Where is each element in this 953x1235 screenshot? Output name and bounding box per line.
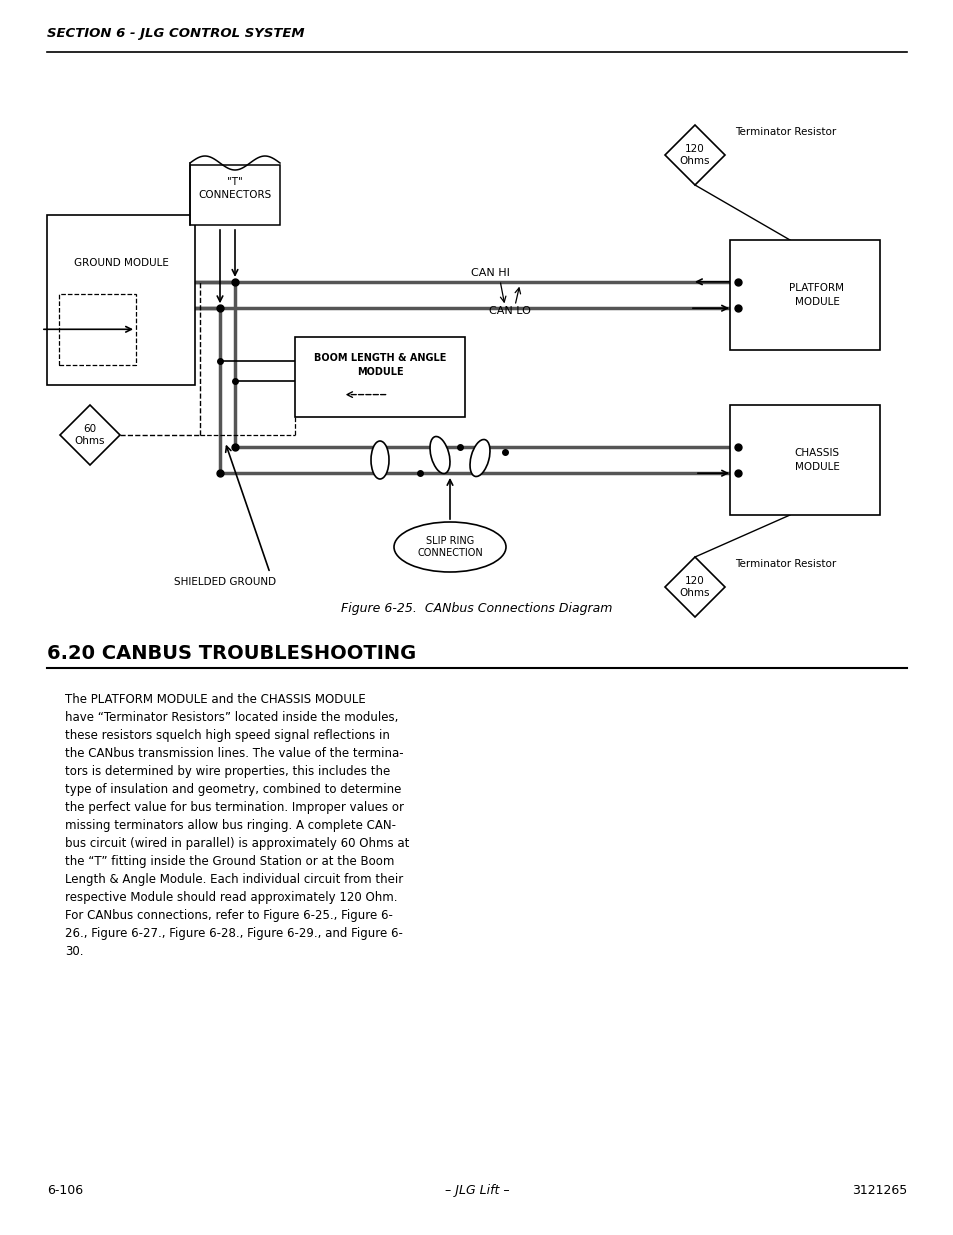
Text: tors is determined by wire properties, this includes the: tors is determined by wire properties, t… xyxy=(65,764,390,778)
Text: 120
Ohms: 120 Ohms xyxy=(679,577,709,598)
Ellipse shape xyxy=(371,441,389,479)
Text: the “T” fitting inside the Ground Station or at the Boom: the “T” fitting inside the Ground Statio… xyxy=(65,855,394,868)
Bar xyxy=(729,240,879,350)
Text: SHIELDED GROUND: SHIELDED GROUND xyxy=(173,577,275,587)
Bar xyxy=(59,294,136,366)
Bar xyxy=(294,337,464,417)
Text: CAN LO: CAN LO xyxy=(489,306,531,316)
Text: Length & Angle Module. Each individual circuit from their: Length & Angle Module. Each individual c… xyxy=(65,873,403,885)
Text: Terminator Resistor: Terminator Resistor xyxy=(734,559,836,569)
Text: CHASSIS
MODULE: CHASSIS MODULE xyxy=(794,448,839,472)
Text: the perfect value for bus termination. Improper values or: the perfect value for bus termination. I… xyxy=(65,802,403,814)
Text: Figure 6-25.  CANbus Connections Diagram: Figure 6-25. CANbus Connections Diagram xyxy=(341,601,612,615)
Text: 26., Figure 6-27., Figure 6-28., Figure 6-29., and Figure 6-: 26., Figure 6-27., Figure 6-28., Figure … xyxy=(65,927,402,940)
Text: "T"
CONNECTORS: "T" CONNECTORS xyxy=(198,178,272,200)
Text: – JLG Lift –: – JLG Lift – xyxy=(444,1184,509,1197)
Polygon shape xyxy=(664,557,724,618)
Text: 120
Ohms: 120 Ohms xyxy=(679,144,709,165)
Text: CAN HI: CAN HI xyxy=(470,268,509,278)
Ellipse shape xyxy=(394,522,505,572)
Bar xyxy=(47,215,194,385)
Polygon shape xyxy=(60,405,120,466)
Bar xyxy=(729,405,879,515)
Text: For CANbus connections, refer to Figure 6-25., Figure 6-: For CANbus connections, refer to Figure … xyxy=(65,909,393,923)
Text: missing terminators allow bus ringing. A complete CAN-: missing terminators allow bus ringing. A… xyxy=(65,819,395,832)
Ellipse shape xyxy=(430,436,450,473)
Text: SLIP RING
CONNECTION: SLIP RING CONNECTION xyxy=(416,536,482,558)
Ellipse shape xyxy=(470,440,490,477)
Text: SECTION 6 - JLG CONTROL SYSTEM: SECTION 6 - JLG CONTROL SYSTEM xyxy=(47,27,304,40)
Text: 30.: 30. xyxy=(65,945,84,958)
Text: PLATFORM
MODULE: PLATFORM MODULE xyxy=(789,283,843,306)
Text: the CANbus transmission lines. The value of the termina-: the CANbus transmission lines. The value… xyxy=(65,747,403,760)
Text: bus circuit (wired in parallel) is approximately 60 Ohms at: bus circuit (wired in parallel) is appro… xyxy=(65,837,409,850)
Bar xyxy=(190,165,280,225)
Text: respective Module should read approximately 120 Ohm.: respective Module should read approximat… xyxy=(65,890,397,904)
Text: type of insulation and geometry, combined to determine: type of insulation and geometry, combine… xyxy=(65,783,401,797)
Text: The PLATFORM MODULE and the CHASSIS MODULE: The PLATFORM MODULE and the CHASSIS MODU… xyxy=(65,693,365,706)
Text: 6-106: 6-106 xyxy=(47,1184,83,1197)
Text: these resistors squelch high speed signal reflections in: these resistors squelch high speed signa… xyxy=(65,729,390,742)
Polygon shape xyxy=(664,125,724,185)
Text: 3121265: 3121265 xyxy=(851,1184,906,1197)
Text: 6.20 CANBUS TROUBLESHOOTING: 6.20 CANBUS TROUBLESHOOTING xyxy=(47,643,416,663)
Text: Terminator Resistor: Terminator Resistor xyxy=(734,127,836,137)
Text: GROUND MODULE: GROUND MODULE xyxy=(73,258,169,268)
Text: 60
Ohms: 60 Ohms xyxy=(74,424,105,446)
Text: BOOM LENGTH & ANGLE
MODULE: BOOM LENGTH & ANGLE MODULE xyxy=(314,353,446,377)
Text: have “Terminator Resistors” located inside the modules,: have “Terminator Resistors” located insi… xyxy=(65,711,398,724)
